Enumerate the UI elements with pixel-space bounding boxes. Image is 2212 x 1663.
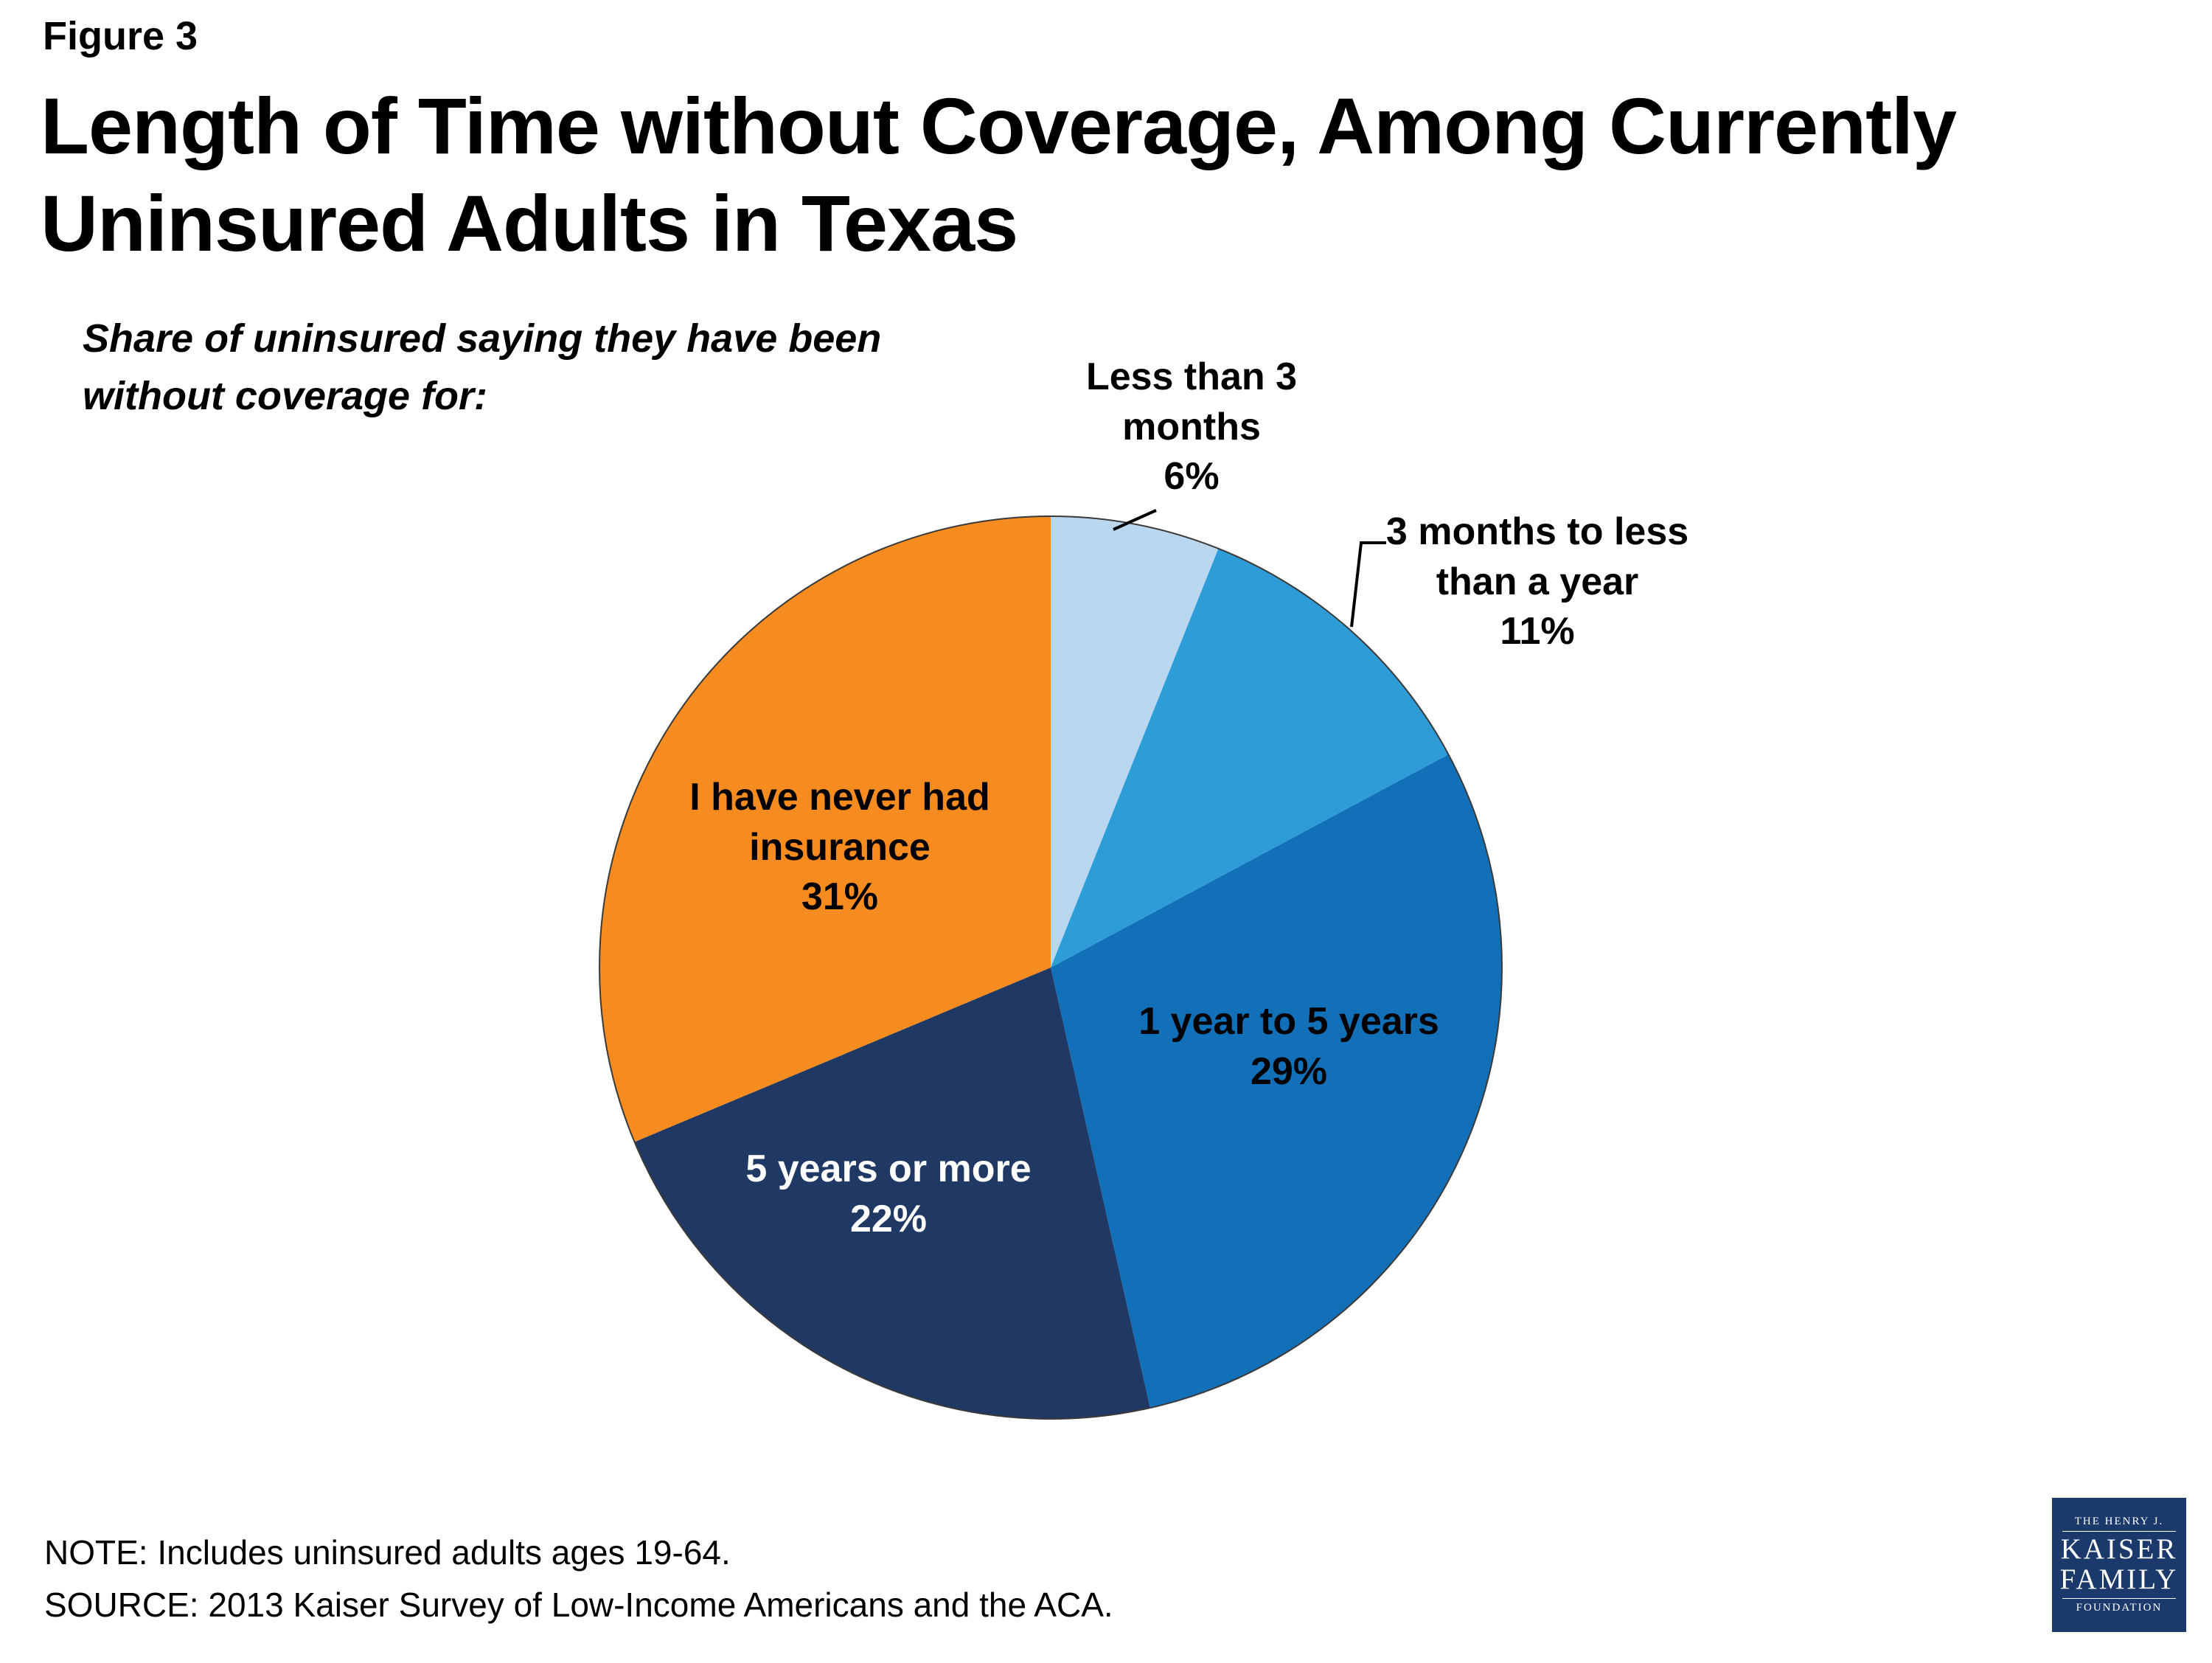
page-title-line1: Length of Time without Coverage, Among C… <box>41 81 1957 170</box>
figure-label: Figure 3 <box>43 14 198 58</box>
pie-slices-group <box>599 516 1503 1419</box>
kff-logo-rule-top <box>2062 1531 2176 1532</box>
slice-label-percent: 11% <box>1500 610 1575 653</box>
chart-subtitle-line1: Share of uninsured saying they have been <box>83 316 882 361</box>
pie-outline <box>599 515 1503 1420</box>
kff-logo-rule-bottom <box>2062 1597 2176 1599</box>
slice-label-1-to-5-years: 1 year to 5 years 29% <box>1138 997 1439 1097</box>
page-title: Length of Time without Coverage, Among C… <box>41 77 1957 272</box>
kff-logo-line3: FAMILY <box>2059 1563 2179 1595</box>
slice-label-text: Less than 3 <box>1085 355 1298 398</box>
source-text: SOURCE: 2013 Kaiser Survey of Low-Income… <box>44 1586 1113 1625</box>
chart-subtitle: Share of uninsured saying they have been… <box>83 310 881 426</box>
slice-label-percent: 6% <box>1164 455 1220 499</box>
leader-line-3-months-to-year <box>1350 541 1386 628</box>
slice-label-percent: 29% <box>1250 1049 1328 1093</box>
slice-label-text: than a year <box>1436 560 1639 603</box>
slice-label-text: 3 months to less <box>1385 510 1689 553</box>
page-title-line2: Uninsured Adults in Texas <box>41 178 1018 268</box>
slice-label-less-than-3-months: Less than 3 months 6% <box>1086 353 1297 502</box>
slice-label-text: I have never had <box>689 776 990 819</box>
pie-slice-4 <box>599 516 1051 1142</box>
slice-label-text: 1 year to 5 years <box>1138 1000 1439 1043</box>
slice-label-5-years-or-more: 5 years or more 22% <box>745 1145 1031 1244</box>
slice-label-3-months-to-year: 3 months to less than a year 11% <box>1386 507 1688 657</box>
note-text: NOTE: Includes uninsured adults ages 19-… <box>44 1533 731 1572</box>
slice-label-text: months <box>1122 405 1261 448</box>
chart-subtitle-line2: without coverage for: <box>83 374 488 419</box>
slice-label-percent: 22% <box>849 1197 928 1240</box>
footnotes: NOTE: Includes uninsured adults ages 19-… <box>44 1527 1113 1632</box>
kff-logo-line2: KAISER <box>2060 1533 2178 1566</box>
leader-line-less-than-3-months <box>1113 509 1157 531</box>
slice-label-text: insurance <box>749 825 931 869</box>
kff-logo-line1: THE HENRY J. <box>2074 1516 2164 1528</box>
slice-label-text: 5 years or more <box>745 1148 1032 1190</box>
pie-slice-2 <box>1051 754 1503 1408</box>
kff-logo-line4: FOUNDATION <box>2076 1601 2163 1614</box>
slice-label-never-had-insurance: I have never had insurance 31% <box>689 773 990 923</box>
pie-slice-1 <box>1051 548 1449 968</box>
pie-slice-3 <box>634 968 1150 1419</box>
slice-label-percent: 31% <box>801 875 879 919</box>
pie-slice-0 <box>1051 516 1219 968</box>
kff-logo: THE HENRY J. KAISER FAMILY FOUNDATION <box>2052 1498 2186 1632</box>
